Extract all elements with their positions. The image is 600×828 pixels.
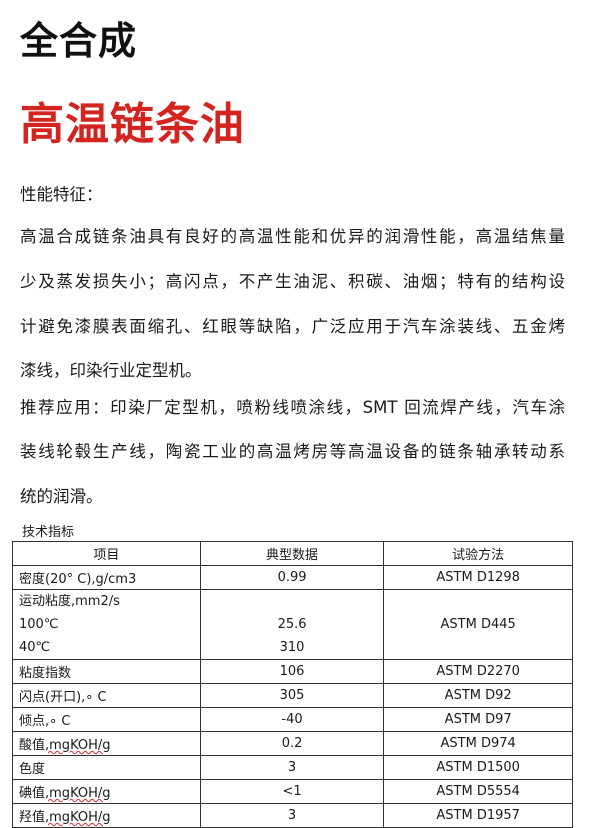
table-header-row: 项目 典型数据 试验方法 [12, 541, 573, 566]
table-row: 羟值,mgKOH/g 3 ASTM D1957 [12, 803, 573, 828]
cell-value: 25.6 310 [199, 589, 385, 660]
features-line: 漆线，印染行业定型机。 [20, 361, 202, 380]
cell-item-sub: 100℃ [19, 617, 59, 632]
cell-value: 106 [199, 659, 385, 684]
cell-item-unit: ,mgKOH/g [45, 738, 111, 753]
features-heading: 性能特征： [20, 185, 103, 204]
applications-line: 推荐应用：印染厂定型机，喷粉线喷涂线，SMT 回流焊产线，汽车涂 [20, 398, 565, 417]
cell-item: 运动粘度,mm2/s 100℃ 40℃ [12, 589, 201, 660]
applications-line: 统的润滑。 [20, 487, 103, 506]
header-item: 项目 [12, 541, 201, 566]
features-line: 计避免漆膜表面缩孔、红眼等缺陷，广泛应用于汽车涂装线、五金烤 [20, 317, 565, 336]
table-row: 闪点(开口),∘ C 305 ASTM D92 [12, 683, 573, 708]
cell-item-label: 碘值 [19, 786, 46, 801]
cell-item: 粘度指数 [12, 659, 201, 684]
table-row: 酸值,mgKOH/g 0.2 ASTM D974 [12, 731, 573, 756]
cell-item: 色度 [12, 755, 201, 780]
features-line: 高温合成链条油具有良好的高温性能和优异的润滑性能，高温结焦量 [20, 227, 565, 246]
cell-value: 0.2 [199, 731, 385, 756]
cell-method: ASTM D1298 [383, 565, 573, 590]
cell-item: 倾点,∘ C [12, 707, 201, 732]
cell-item: 酸值,mgKOH/g [12, 731, 201, 756]
applications-line: 装线轮毂生产线，陶瓷工业的高温烤房等高温设备的链条轴承转动系 [20, 442, 565, 461]
spec-table: 项目 典型数据 试验方法 密度(20° C),g/cm3 0.99 ASTM D… [12, 541, 573, 828]
cell-item-unit: ,mgKOH/g [45, 810, 111, 825]
header-value: 典型数据 [199, 541, 385, 566]
cell-value-sub: 25.6 [277, 617, 307, 632]
table-row: 密度(20° C),g/cm3 0.99 ASTM D1298 [12, 565, 573, 590]
cell-value: -40 [199, 707, 385, 732]
cell-value: 3 [199, 803, 385, 828]
cell-item-label: 运动粘度,mm2/s [19, 594, 120, 609]
cell-method: ASTM D97 [383, 707, 573, 732]
cell-value-sub: 310 [279, 640, 305, 655]
cell-item: 闪点(开口),∘ C [12, 683, 201, 708]
cell-item-label: 羟值 [19, 810, 46, 825]
table-title: 技术指标 [22, 525, 75, 540]
cell-item-unit: ,mgKOH/g [45, 786, 111, 801]
cell-method: ASTM D1500 [383, 755, 573, 780]
cell-method: ASTM D92 [383, 683, 573, 708]
document-title: 全合成 [20, 19, 138, 63]
header-method: 试验方法 [383, 541, 573, 566]
cell-value: 0.99 [199, 565, 385, 590]
cell-value: 3 [199, 755, 385, 780]
features-line: 少及蒸发损失小；高闪点，不产生油泥、积碳、油烟；特有的结构设 [20, 272, 565, 291]
table-row: 粘度指数 106 ASTM D2270 [12, 659, 573, 684]
cell-method: ASTM D974 [383, 731, 573, 756]
product-title: 高温链条油 [20, 99, 245, 150]
cell-item-sub: 40℃ [19, 640, 51, 655]
table-row: 倾点,∘ C -40 ASTM D97 [12, 707, 573, 732]
cell-item-label: 酸值 [19, 738, 46, 753]
cell-method: ASTM D2270 [383, 659, 573, 684]
cell-item: 羟值,mgKOH/g [12, 803, 201, 828]
cell-method: ASTM D1957 [383, 803, 573, 828]
table-row: 运动粘度,mm2/s 100℃ 40℃ 25.6 310 ASTM D445 [12, 589, 573, 660]
cell-method: ASTM D445 [383, 589, 573, 660]
table-row: 色度 3 ASTM D1500 [12, 755, 573, 780]
cell-item: 密度(20° C),g/cm3 [12, 565, 201, 590]
cell-value: 305 [199, 683, 385, 708]
